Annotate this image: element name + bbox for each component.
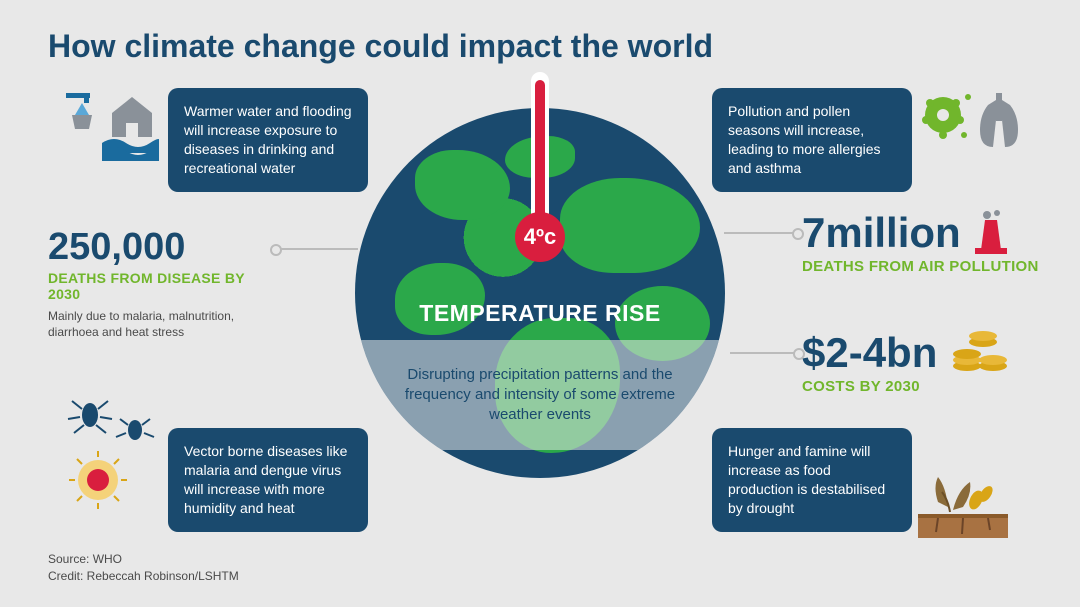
thermometer-icon: 4ºc bbox=[521, 72, 559, 262]
temperature-rise-label: TEMPERATURE RISE bbox=[355, 300, 725, 327]
drought-plant-icon bbox=[918, 452, 1013, 547]
connector-costs bbox=[730, 352, 795, 354]
globe-description-text: Disrupting precipitation patterns and th… bbox=[385, 365, 695, 426]
stat-deaths-disease: 250,000 DEATHS FROM DISEASE BY 2030 Main… bbox=[48, 228, 278, 340]
callout-hunger: Hunger and famine will increase as food … bbox=[712, 428, 912, 532]
callout-pollution: Pollution and pollen seasons will increa… bbox=[712, 88, 912, 192]
stat-deaths-note: Mainly due to malaria, malnutrition, dia… bbox=[48, 308, 278, 340]
stat-costs-label: COSTS BY 2030 bbox=[802, 378, 1009, 395]
globe-description-band: Disrupting precipitation patterns and th… bbox=[355, 340, 725, 450]
thermometer-bulb: 4ºc bbox=[515, 212, 565, 262]
coins-icon bbox=[951, 330, 1009, 374]
callout-water: Warmer water and flooding will increase … bbox=[168, 88, 368, 192]
stat-costs-number: $2-4bn bbox=[802, 332, 937, 374]
allergy-lungs-icon bbox=[918, 85, 1038, 165]
page-title: How climate change could impact the worl… bbox=[48, 28, 713, 65]
smokestack-icon bbox=[971, 210, 1011, 254]
stat-air-label: DEATHS FROM AIR POLLUTION bbox=[802, 258, 1039, 275]
vector-disease-icon bbox=[60, 395, 165, 515]
stat-deaths-label: DEATHS FROM DISEASE BY 2030 bbox=[48, 270, 278, 302]
footer-credit: Credit: Rebeccah Robinson/LSHTM bbox=[48, 568, 239, 585]
footer-credits: Source: WHO Credit: Rebeccah Robinson/LS… bbox=[48, 551, 239, 585]
stat-costs: $2-4bn COSTS BY 2030 bbox=[802, 330, 1009, 395]
stat-deaths-number: 250,000 bbox=[48, 228, 278, 266]
connector-deaths bbox=[280, 248, 358, 250]
stat-air-number: 7million bbox=[802, 212, 961, 254]
water-flooding-icon bbox=[64, 85, 159, 170]
footer-source: Source: WHO bbox=[48, 551, 239, 568]
connector-air bbox=[724, 232, 794, 234]
stat-air-pollution: 7million DEATHS FROM AIR POLLUTION bbox=[802, 210, 1039, 275]
callout-vector: Vector borne diseases like malaria and d… bbox=[168, 428, 368, 532]
